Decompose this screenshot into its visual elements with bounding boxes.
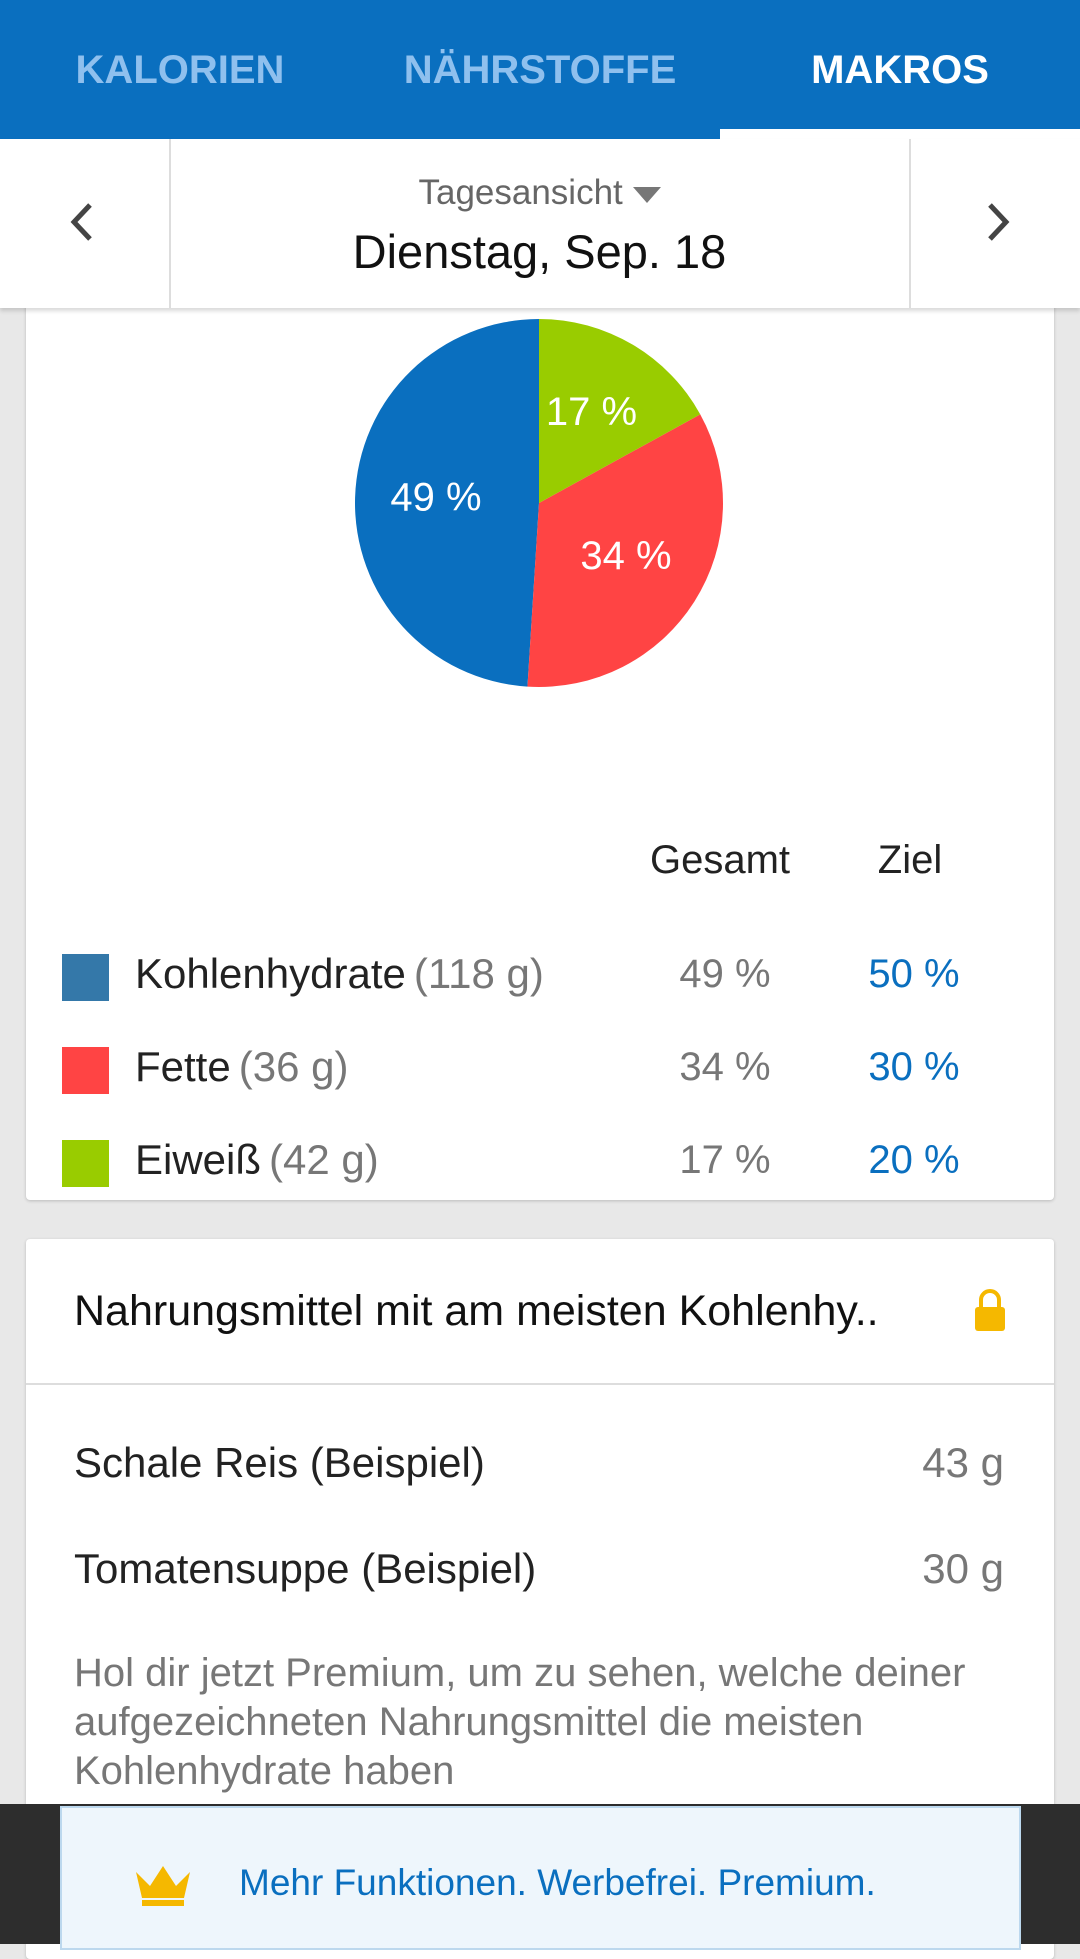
total-percent: 49 % [679,952,771,996]
food-amount: 30 g [922,1545,1004,1592]
target-percent: 50 % [868,952,960,996]
slice-label: 49 % [390,475,481,519]
macro-amount: (42 g) [269,1136,379,1183]
pie-slice [539,319,701,503]
slice-label: 17 % [546,390,637,434]
food-name: Schale Reis (Beispiel) [74,1439,485,1486]
total-percent: 34 % [679,1045,771,1089]
legend-row: Eiweiß (42 g) [135,1136,379,1184]
crown-icon [136,1866,190,1906]
tab[interactable]: KALORIEN [75,48,285,92]
macro-name: Kohlenhydrate [135,950,406,997]
target-percent: 20 % [868,1138,960,1182]
column-header: Ziel [877,838,943,882]
date: Dienstag, Sep. 18 [352,225,727,278]
view-selector[interactable]: Tagesansicht [171,173,908,213]
pie-chart: 49 % 34 % 17 % [354,319,723,687]
food-amount: 43 g [922,1439,1004,1486]
tab-bar: KALORIEN NÄHRSTOFFE MAKROS [0,0,1080,139]
tab-indicator [720,129,1080,139]
tab[interactable]: MAKROS [811,48,989,92]
date-nav: Tagesansicht Dienstag, Sep. 18 [0,139,1080,308]
macro-amount: (36 g) [238,1043,349,1090]
ad-bar: Mehr Funktionen. Werbefrei. Premium. [0,1804,1080,1950]
macro-name: Fette [135,1043,231,1090]
slice-label: 34 % [580,534,671,578]
lock-icon [975,1289,1005,1331]
card-title: Nahrungsmittel mit am meisten Kohlenhy.. [74,1287,879,1335]
legend-swatch [62,1047,109,1094]
macro-amount: (118 g) [413,950,544,997]
prev-button[interactable] [62,197,104,247]
separator [169,139,171,308]
column-header: Gesamt [649,838,791,882]
macro-name: Eiweiß [135,1136,262,1183]
banner-text: Mehr Funktionen. Werbefrei. Premium. [239,1862,876,1903]
view-label: Tagesansicht [418,173,623,212]
food-name: Tomatensuppe (Beispiel) [74,1545,537,1592]
separator [909,139,911,308]
legend-swatch [62,1140,109,1187]
macros-card: 49 % 34 % 17 % Gesamt Ziel Kohlenhydrate (1… [26,250,1054,1200]
total-percent: 17 % [679,1138,771,1182]
pie-slice [354,319,539,687]
divider [26,1383,1054,1385]
legend-row: Fette (36 g) [135,1043,348,1091]
tab[interactable]: NÄHRSTOFFE [403,48,677,92]
dropdown-arrow [632,186,661,203]
legend-swatch [62,954,109,1001]
pie-slice [527,414,723,687]
next-button[interactable] [976,197,1018,247]
legend-row: Kohlenhydrate (118 g) [135,950,544,998]
premium-banner[interactable]: Mehr Funktionen. Werbefrei. Premium. [60,1806,1021,1950]
target-percent: 30 % [868,1045,960,1089]
promo-text: Hol dir jetzt Premium, um zu sehen, welc… [74,1651,966,1793]
